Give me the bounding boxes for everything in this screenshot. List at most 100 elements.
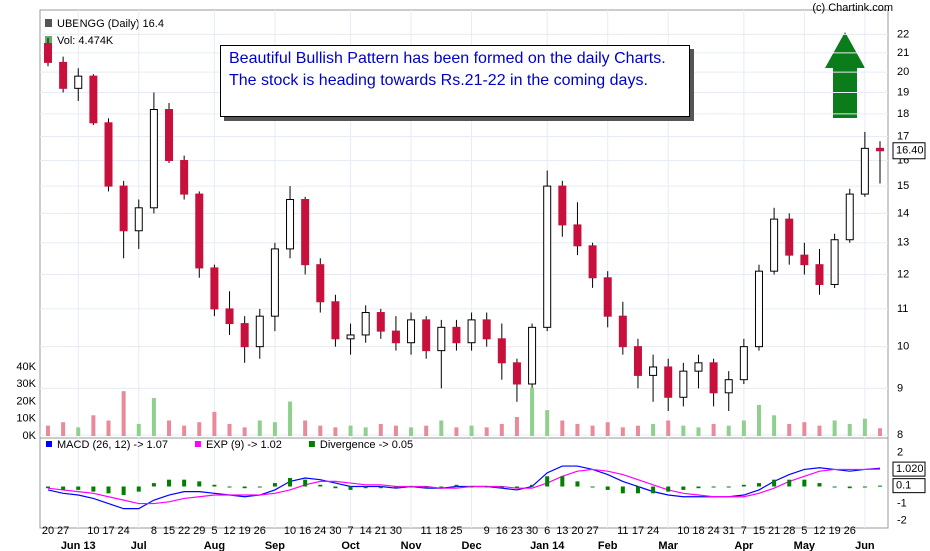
- x-tick-label: 5: [801, 525, 807, 537]
- candle-body: [240, 323, 249, 348]
- legend-label: EXP (9) -> 1.02: [206, 439, 282, 451]
- x-tick-label: 26: [254, 525, 266, 537]
- volume-tick-label: 40K: [16, 361, 36, 373]
- y-tick-label: 18: [897, 108, 909, 120]
- candle-body: [664, 366, 673, 398]
- x-tick-label: 17: [632, 525, 644, 537]
- x-tick-label: 11: [420, 525, 431, 537]
- y-tick-label: 11: [897, 303, 908, 315]
- divergence-bar: [862, 486, 867, 488]
- divergence-bar: [318, 484, 323, 487]
- volume-bar: [76, 427, 81, 436]
- candle-body: [785, 218, 794, 256]
- divergence-bar: [378, 486, 383, 489]
- volume-bar: [530, 387, 535, 436]
- divergence-bar: [303, 479, 308, 487]
- candle-body: [286, 199, 295, 250]
- candle-body: [134, 207, 143, 232]
- divergence-bar: [711, 486, 716, 488]
- divergence-bar: [514, 486, 519, 489]
- x-tick-label: 15: [753, 525, 765, 537]
- volume-bar: [227, 423, 232, 436]
- x-tick-label: 30: [526, 525, 538, 537]
- y-tick-label: 9: [897, 382, 903, 394]
- candle-body: [800, 254, 809, 266]
- volume-bar: [91, 415, 96, 436]
- x-tick-label: 19: [239, 525, 251, 537]
- divergence-bar: [288, 477, 293, 487]
- divergence-bar: [469, 486, 474, 488]
- x-tick-label: 7: [347, 525, 353, 537]
- candle-body: [255, 315, 264, 348]
- volume-tick-label: 20K: [16, 395, 36, 407]
- x-month-label: Apr: [734, 540, 754, 551]
- x-month-label: Jun 13: [61, 540, 96, 551]
- divergence-bar: [620, 486, 625, 494]
- macd-panel: [39, 437, 889, 529]
- candle-body: [210, 267, 219, 310]
- divergence-bar: [272, 483, 277, 487]
- candle-body: [195, 193, 204, 269]
- x-tick-label: 16: [496, 525, 508, 537]
- divergence-bar: [363, 486, 368, 489]
- divergence-bar: [197, 481, 202, 487]
- candle-body: [74, 75, 83, 89]
- candle-body: [694, 362, 703, 372]
- volume-bar: [469, 425, 474, 436]
- candle-body: [165, 109, 174, 162]
- x-tick-label: 20: [42, 525, 54, 537]
- divergence-bar: [726, 486, 731, 488]
- volume-bar: [772, 415, 777, 436]
- legend-swatch: [308, 441, 315, 447]
- candle-body: [739, 346, 748, 381]
- divergence-bar: [696, 486, 701, 489]
- candle-body: [376, 312, 385, 332]
- candle-body: [180, 160, 189, 195]
- divergence-bar: [545, 476, 550, 487]
- divergence-bar: [605, 486, 610, 490]
- x-tick-label: 6: [544, 525, 550, 537]
- candle-body: [543, 185, 552, 328]
- divergence-bar: [802, 479, 807, 487]
- divergence-bar: [393, 486, 398, 489]
- volume-bar: [696, 427, 701, 436]
- volume-bar: [847, 423, 852, 436]
- volume-bar: [726, 425, 731, 436]
- candle-body: [149, 109, 158, 209]
- divergence-bar: [121, 486, 126, 496]
- candle-body: [467, 319, 476, 344]
- candle-body: [558, 185, 567, 226]
- legend-label: MACD (26, 12) -> 1.07: [57, 439, 168, 451]
- x-tick-label: 12: [813, 525, 825, 537]
- volume-bar: [121, 391, 126, 436]
- volume-bar: [167, 420, 172, 436]
- volume-bar: [106, 420, 111, 436]
- macd-tick-label: -2: [897, 514, 907, 526]
- y-tick-label: 10: [897, 341, 909, 353]
- candle-body: [452, 326, 461, 344]
- volume-bar: [242, 427, 247, 436]
- candle-body: [482, 319, 491, 340]
- x-month-label: Sep: [265, 540, 285, 551]
- divergence-bar: [167, 479, 172, 487]
- x-month-label: Jun: [855, 540, 875, 551]
- volume-title: Vol: 4.474K: [57, 35, 114, 47]
- divergence-bar: [575, 481, 580, 487]
- candle-body: [603, 277, 612, 317]
- volume-bar: [817, 425, 822, 436]
- x-month-label: Oct: [341, 540, 360, 551]
- volume-bar: [590, 425, 595, 436]
- divergence-bar: [878, 485, 882, 487]
- x-tick-label: 17: [102, 525, 114, 537]
- candle-body: [422, 319, 431, 352]
- volume-bar: [61, 422, 66, 436]
- candle-body: [588, 245, 597, 279]
- macd-line: [47, 468, 881, 505]
- x-month-label: Jul: [131, 540, 147, 551]
- candle-body: [301, 199, 310, 266]
- candle-body: [633, 346, 642, 376]
- volume-bar: [197, 422, 202, 436]
- x-month-label: Feb: [598, 540, 618, 551]
- x-month-label: Nov: [401, 540, 423, 551]
